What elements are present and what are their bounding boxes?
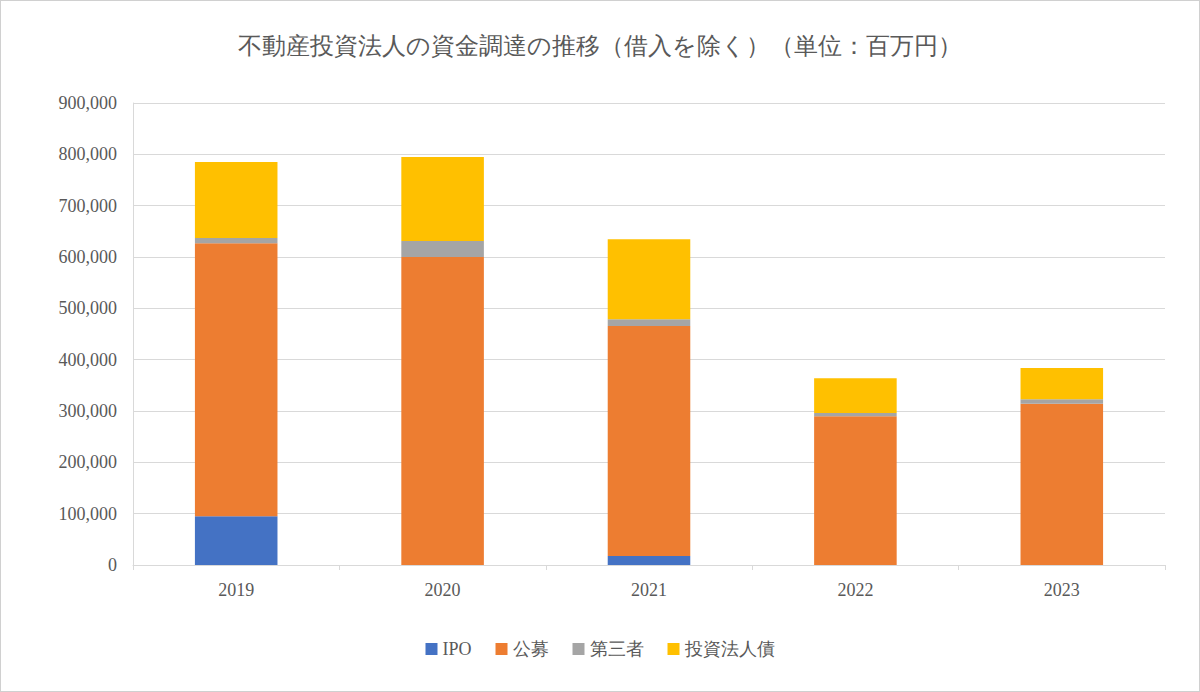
svg-text:0: 0 [108, 555, 117, 575]
svg-text:500,000: 500,000 [59, 298, 118, 318]
svg-text:2022: 2022 [837, 580, 873, 600]
svg-text:200,000: 200,000 [59, 452, 118, 472]
svg-text:投資法人債: 投資法人債 [684, 639, 775, 659]
svg-text:900,000: 900,000 [59, 93, 118, 113]
svg-text:400,000: 400,000 [59, 350, 118, 370]
svg-text:2023: 2023 [1044, 580, 1080, 600]
svg-text:不動産投資法人の資金調達の推移（借入を除く）（単位：百万円）: 不動産投資法人の資金調達の推移（借入を除く）（単位：百万円） [238, 33, 962, 59]
svg-text:600,000: 600,000 [59, 247, 118, 267]
svg-text:2020: 2020 [425, 580, 461, 600]
svg-text:2021: 2021 [631, 580, 667, 600]
svg-text:800,000: 800,000 [59, 144, 118, 164]
svg-text:700,000: 700,000 [59, 196, 118, 216]
svg-text:300,000: 300,000 [59, 401, 118, 421]
svg-text:第三者: 第三者 [590, 639, 644, 659]
svg-text:2019: 2019 [218, 580, 254, 600]
svg-text:公募: 公募 [513, 639, 549, 659]
svg-text:100,000: 100,000 [59, 504, 118, 524]
svg-text:IPO: IPO [442, 639, 471, 659]
